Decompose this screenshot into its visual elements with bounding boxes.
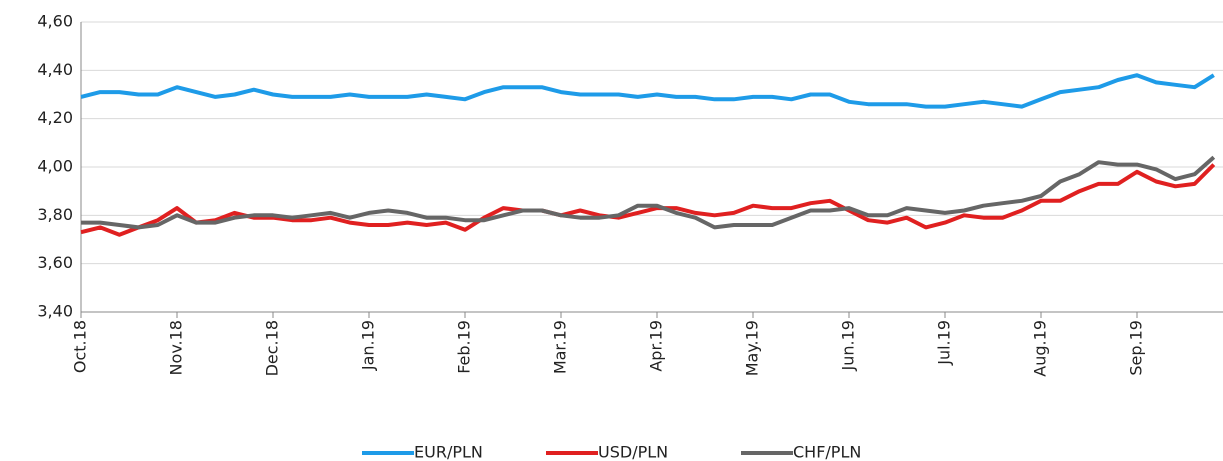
x-tick-label: Apr.19 [647, 320, 666, 372]
x-tick-label: Jun.19 [839, 320, 858, 371]
x-tick-label: Mar.19 [551, 320, 570, 374]
x-tick-label: Dec.18 [263, 320, 282, 376]
x-tick-label: Aug.19 [1031, 320, 1050, 377]
x-tick-label: Oct.18 [71, 320, 90, 373]
y-tick-label: 3,40 [37, 302, 73, 321]
y-tick-label: 4,60 [37, 12, 73, 31]
x-tick-label: Jan.19 [359, 320, 378, 371]
x-tick-label: Nov.18 [167, 320, 186, 375]
y-tick-label: 4,40 [37, 60, 73, 79]
line-series [80, 73, 1215, 109]
x-tick-label: May.19 [743, 320, 762, 376]
y-tick-label: 4,00 [37, 157, 73, 176]
legend-label: USD/PLN [598, 443, 668, 461]
legend-label: CHF/PLN [793, 443, 861, 461]
x-tick-label: Jul.19 [935, 320, 954, 366]
y-tick-label: 3,60 [37, 253, 73, 272]
x-tick-label: Sep.19 [1127, 320, 1146, 376]
legend-label: EUR/PLN [414, 443, 483, 461]
y-tick-label: 3,80 [37, 205, 73, 224]
line-series [80, 163, 1216, 237]
line-series [81, 155, 1216, 230]
x-tick-label: Feb.19 [455, 320, 474, 374]
y-tick-label: 4,20 [37, 108, 73, 127]
